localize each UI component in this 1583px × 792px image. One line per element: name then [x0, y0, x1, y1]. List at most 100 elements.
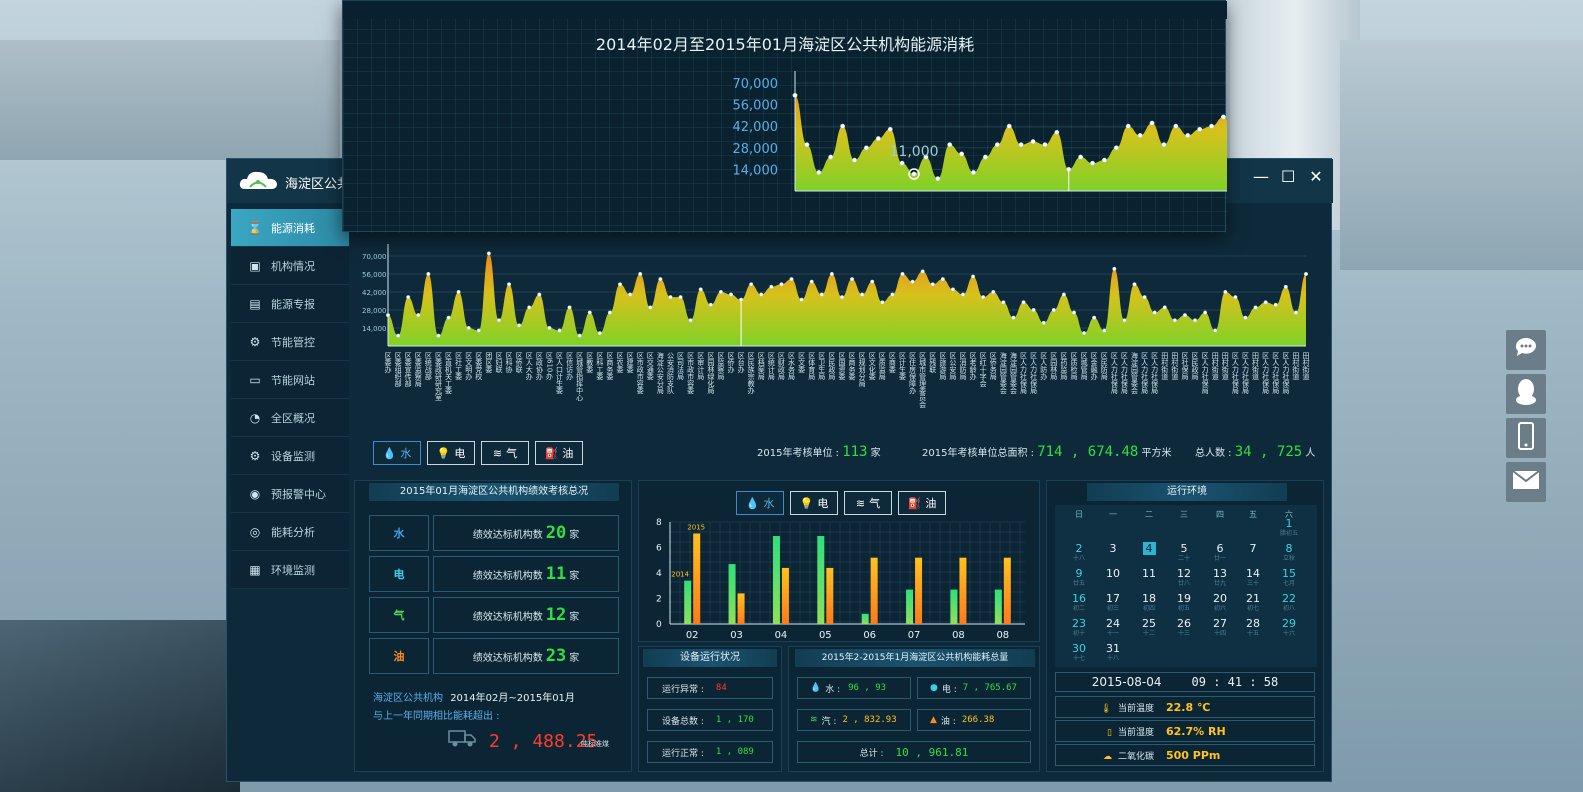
- x-tick-label: 区文委: [798, 352, 806, 373]
- calendar-day[interactable]: 8 立秋: [1274, 542, 1304, 562]
- environment-label: 二氧化碳: [1117, 751, 1154, 762]
- data-point: [981, 295, 986, 300]
- sidebar-item[interactable]: ▦ 环境监测: [231, 551, 349, 589]
- weekday-label: 四: [1205, 509, 1235, 520]
- maximize-icon[interactable]: ☐: [1281, 167, 1296, 186]
- sidebar-item[interactable]: ⚙ 设备监测: [231, 437, 349, 475]
- sidebar-item[interactable]: ▭ 节能网站: [231, 361, 349, 399]
- minimize-icon[interactable]: —: [1253, 167, 1269, 186]
- calendar-day[interactable]: 31 十八: [1098, 642, 1128, 662]
- sidebar-item[interactable]: ◉ 预报警中心: [231, 475, 349, 513]
- data-point: [1090, 160, 1095, 166]
- calendar-day[interactable]: 21 初七: [1238, 592, 1268, 612]
- sidebar-item[interactable]: ▣ 机构情况: [231, 247, 349, 285]
- close-icon[interactable]: ✕: [1309, 167, 1323, 186]
- energy-tab[interactable]: 💧 水: [736, 491, 784, 515]
- app-brand: 海淀区公共: [285, 177, 351, 192]
- calendar-day[interactable]: 1 腊初五: [1274, 517, 1304, 537]
- units-unit: 家: [870, 448, 881, 459]
- side-float-button[interactable]: [1506, 374, 1546, 414]
- calendar-day[interactable]: 28 十五: [1238, 617, 1268, 637]
- weekday-label: 三: [1169, 509, 1199, 520]
- side-float-button[interactable]: [1506, 330, 1546, 370]
- energy-tab-label: 气: [869, 497, 881, 510]
- calendar-day[interactable]: 2 十八: [1064, 542, 1094, 562]
- oil-total: ▲ 油 : 266.38: [917, 709, 1031, 731]
- sidebar-item-label: 能耗分析: [271, 525, 315, 539]
- calendar-day[interactable]: 17 初三: [1098, 592, 1128, 612]
- x-tick-label: 区教委: [586, 352, 594, 373]
- bulb-icon: 💡: [799, 496, 814, 510]
- calendar-day[interactable]: 9 廿五: [1064, 567, 1094, 587]
- environment-key: ▯ 当前湿度: [1056, 725, 1166, 738]
- energy-tab[interactable]: ≋ 气: [481, 441, 529, 465]
- calendar-day[interactable]: 11: [1134, 567, 1164, 580]
- calendar-day[interactable]: 19 初五: [1169, 592, 1199, 612]
- calendar-day[interactable]: 20 初六: [1205, 592, 1235, 612]
- data-point: [1233, 295, 1238, 300]
- calendar-day[interactable]: 25 十二: [1134, 617, 1164, 637]
- bar-2014: [772, 536, 780, 624]
- bar-2014: [684, 580, 692, 624]
- environment-icon: ▦: [249, 562, 261, 577]
- calendar-day[interactable]: 12 廿八: [1169, 567, 1199, 587]
- day-number: 5: [1180, 542, 1188, 555]
- data-point: [1209, 123, 1215, 129]
- energy-tab[interactable]: ⛽ 油: [898, 491, 946, 515]
- x-tick-label: 区市政市容委: [636, 352, 644, 394]
- energy-tab[interactable]: 💡 电: [427, 441, 475, 465]
- series-label-2015: 2015: [687, 523, 705, 531]
- data-point: [1122, 318, 1127, 323]
- sidebar-item[interactable]: ◎ 能耗分析: [231, 513, 349, 551]
- energy-tab[interactable]: ⛽ 油: [535, 441, 583, 465]
- energy-tab[interactable]: 💡 电: [790, 491, 838, 515]
- calendar-day[interactable]: 16 初二: [1064, 592, 1094, 612]
- x-tick-label: 区园林局: [1050, 352, 1058, 381]
- lunar-day: 初六: [1213, 605, 1226, 612]
- calendar-day[interactable]: 13 廿九: [1205, 567, 1235, 587]
- calendar-day[interactable]: 22 初八: [1274, 592, 1304, 612]
- calendar-day[interactable]: 15 七月: [1274, 567, 1304, 587]
- data-point: [870, 279, 875, 284]
- calendar-day[interactable]: 10: [1098, 567, 1128, 580]
- side-float-button[interactable]: [1506, 462, 1546, 502]
- sidebar-item[interactable]: ◔ 全区概况: [231, 399, 349, 437]
- calendar-day[interactable]: 14 三十: [1238, 567, 1268, 587]
- y-tick-label: 56,000: [733, 99, 779, 114]
- calendar-day[interactable]: 29 十六: [1274, 617, 1304, 637]
- data-point: [1152, 310, 1157, 315]
- data-point: [910, 279, 915, 284]
- sidebar-item[interactable]: ⚙ 节能管控: [231, 323, 349, 361]
- bar-energy-tabs: 💧 水 💡 电 ≋ 气 ⛽ 油: [736, 491, 946, 515]
- data-point: [1273, 302, 1278, 307]
- weekday-text: 四: [1216, 510, 1224, 519]
- data-point: [1101, 157, 1107, 163]
- energy-tab[interactable]: 💧 水: [373, 441, 421, 465]
- sidebar-item-label: 机构情况: [271, 259, 315, 273]
- performance-key: 水: [369, 515, 429, 551]
- sidebar-item[interactable]: ▤ 能源专报: [231, 285, 349, 323]
- calendar-day[interactable]: 5 二十: [1169, 542, 1199, 562]
- calendar-day[interactable]: 7: [1238, 542, 1268, 555]
- performance-text: 绩效达标机构数: [472, 652, 543, 664]
- calendar-day[interactable]: 30 十七: [1064, 642, 1094, 662]
- data-point: [875, 136, 881, 141]
- calendar-day[interactable]: 4: [1134, 542, 1164, 555]
- energy-tab[interactable]: ≋ 气: [844, 491, 892, 515]
- y-tick-label: 4: [656, 569, 662, 579]
- calendar-day[interactable]: 3: [1098, 542, 1128, 555]
- sidebar-item[interactable]: ⌛ 能源消耗: [231, 209, 349, 247]
- calendar-day[interactable]: 18 初四: [1134, 592, 1164, 612]
- environment-title: 运行环境: [1087, 483, 1287, 501]
- calendar-day[interactable]: 26 十三: [1169, 617, 1199, 637]
- day-number: 21: [1246, 592, 1260, 605]
- calendar-day[interactable]: 6 廿一: [1205, 542, 1235, 562]
- environment-value: 62.7% RH: [1166, 724, 1226, 738]
- calendar-day[interactable]: 23 初十: [1064, 617, 1094, 637]
- calendar-day[interactable]: 24 十一: [1098, 617, 1128, 637]
- lunar-day: 腊初五: [1279, 530, 1298, 537]
- analysis-icon: ◎: [249, 524, 261, 539]
- bar-chart-panel: [638, 480, 1040, 642]
- calendar-day[interactable]: 27 十四: [1205, 617, 1235, 637]
- side-float-button[interactable]: [1506, 418, 1546, 458]
